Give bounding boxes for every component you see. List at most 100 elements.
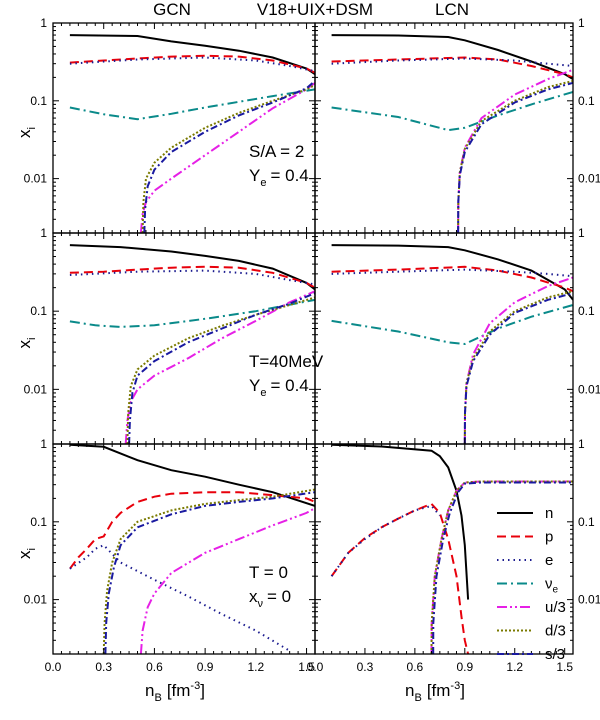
legend-label: s/3 bbox=[545, 646, 565, 663]
series-p bbox=[330, 502, 470, 654]
series-d-3 bbox=[102, 488, 315, 654]
annotation-line-2: Ye = 0.4 bbox=[249, 376, 309, 399]
legend-label: p bbox=[545, 529, 553, 546]
legend-item: d/3 bbox=[497, 623, 566, 640]
panel-annotation: T=40MeV Ye = 0.4 bbox=[249, 352, 324, 399]
x-tick-label: 0.3 bbox=[357, 660, 374, 674]
legend-label: e bbox=[545, 552, 553, 569]
y-tick-label: 0.01 bbox=[578, 382, 600, 396]
legend-label: n bbox=[545, 505, 553, 522]
panel-series bbox=[331, 34, 573, 233]
series-s-3 bbox=[104, 491, 315, 654]
y-tick-label: 0.1 bbox=[578, 94, 595, 108]
y-axis-title: xi bbox=[15, 338, 38, 349]
series-s-3 bbox=[128, 292, 315, 444]
series-u-3 bbox=[463, 276, 573, 444]
y-tick-label: 1 bbox=[40, 437, 47, 451]
x-label-sub: B bbox=[414, 692, 421, 704]
y-tick-label: 0.01 bbox=[578, 593, 600, 607]
y-tick-label: 0.01 bbox=[24, 172, 48, 186]
panel-frame bbox=[314, 232, 574, 445]
y-tick-label: 0.1 bbox=[30, 94, 47, 108]
series-s-3 bbox=[143, 80, 315, 233]
panel-series bbox=[330, 444, 573, 654]
panel-annotation: S/A = 2 Ye = 0.4 bbox=[249, 142, 309, 189]
annotation-var: Y bbox=[249, 376, 260, 395]
y-tick-label: 0.1 bbox=[578, 304, 595, 318]
series-s-3 bbox=[432, 481, 573, 654]
series-e bbox=[69, 544, 291, 652]
panel-annotation: T = 0 xν = 0 bbox=[249, 563, 291, 610]
annotation-sub: e bbox=[260, 177, 266, 189]
series-p bbox=[69, 491, 315, 570]
y-tick-label: 1 bbox=[40, 16, 47, 30]
annotation-var: Y bbox=[249, 166, 260, 185]
legend-item: u/3 bbox=[497, 599, 566, 616]
series-n bbox=[331, 444, 470, 600]
annotation-sub: e bbox=[260, 387, 266, 399]
series-p bbox=[69, 265, 315, 289]
svg-text:nB[fm-3]: nB [fm-3] bbox=[145, 680, 205, 704]
x-tick-label: 0.0 bbox=[307, 660, 324, 674]
y-tick-label: 1 bbox=[40, 226, 47, 240]
figure-header: GCN V18+UIX+DSM LCN bbox=[153, 0, 469, 19]
y-tick-label: 0.1 bbox=[30, 304, 47, 318]
legend-label: νe bbox=[545, 576, 559, 596]
annotation-line-2: xν = 0 bbox=[249, 587, 291, 610]
x-tick-label: 0.6 bbox=[146, 660, 163, 674]
y-tick-label: 0.01 bbox=[24, 593, 48, 607]
series-e bbox=[331, 268, 573, 278]
annotation-line-1: T = 0 bbox=[249, 563, 288, 582]
x-tick-label: 1.5 bbox=[556, 660, 573, 674]
panel-2: 1 0.1 0.01 bbox=[314, 16, 600, 234]
panel-3: 1 0.1 0.01 T=40MeV Ye = 0.4 bbox=[24, 226, 324, 445]
y-tick-label: 1 bbox=[578, 226, 585, 240]
series-nu_e bbox=[331, 304, 573, 346]
series-n bbox=[69, 244, 315, 291]
x-axis-title-right: nB [fm-3] bbox=[405, 680, 465, 704]
x-tick-label: 0.3 bbox=[95, 660, 112, 674]
header-lcn: LCN bbox=[435, 0, 469, 19]
panel-frame bbox=[52, 232, 316, 445]
panel-6: 1 0.1 0.01 0.0 0.3 0.6 0.9 1.2 1.5 bbox=[307, 437, 600, 674]
panel-series bbox=[69, 444, 315, 654]
series-d-3 bbox=[430, 480, 573, 654]
series-d-3 bbox=[457, 79, 573, 233]
legend-item: νe bbox=[497, 576, 559, 596]
series-p bbox=[331, 265, 573, 293]
x-label-close: ] bbox=[460, 681, 465, 700]
annotation-value: = 0.4 bbox=[270, 166, 308, 185]
annotation-line-2: Ye = 0.4 bbox=[249, 166, 309, 189]
annotation-value: = 0.4 bbox=[270, 376, 308, 395]
series-n bbox=[331, 244, 573, 301]
x-label-sub: B bbox=[154, 692, 161, 704]
annotation-line-1: T=40MeV bbox=[249, 352, 324, 371]
y-tick-label: 1 bbox=[578, 437, 585, 451]
x-label-unit: [fm bbox=[427, 681, 451, 700]
x-tick-label: 0.0 bbox=[45, 660, 62, 674]
legend-label: d/3 bbox=[545, 623, 566, 640]
series-s-3 bbox=[457, 81, 573, 233]
x-tick-label: 0.9 bbox=[197, 660, 214, 674]
panel-4: 1 0.1 0.01 bbox=[314, 226, 600, 445]
panel-series bbox=[69, 244, 315, 444]
series-e bbox=[330, 504, 441, 577]
panel-frame bbox=[52, 443, 316, 655]
series-u-3 bbox=[124, 290, 315, 444]
series-e bbox=[69, 56, 315, 73]
y-tick-label: 1 bbox=[578, 16, 585, 30]
panel-5: 1 0.1 0.01 0.0 0.3 0.6 0.9 1.2 1.5 T = 0 xν = 0 bbox=[24, 437, 316, 674]
y-axis-title: xi bbox=[15, 127, 38, 138]
svg-text:nB[fm-3]: nB [fm-3] bbox=[405, 680, 465, 704]
x-label-unit: [fm bbox=[167, 681, 191, 700]
panel-series bbox=[69, 34, 315, 233]
series-n bbox=[69, 34, 315, 76]
header-model: V18+UIX+DSM bbox=[257, 0, 373, 19]
legend-item: n bbox=[497, 505, 553, 522]
y-axis-title: xi bbox=[15, 548, 38, 559]
panel-frame bbox=[314, 443, 574, 655]
annotation-value: = 0 bbox=[267, 587, 291, 606]
panel-1: 1 0.1 0.01 S/A = 2 Ye = 0.4 bbox=[24, 16, 316, 234]
legend-item: e bbox=[497, 552, 553, 569]
